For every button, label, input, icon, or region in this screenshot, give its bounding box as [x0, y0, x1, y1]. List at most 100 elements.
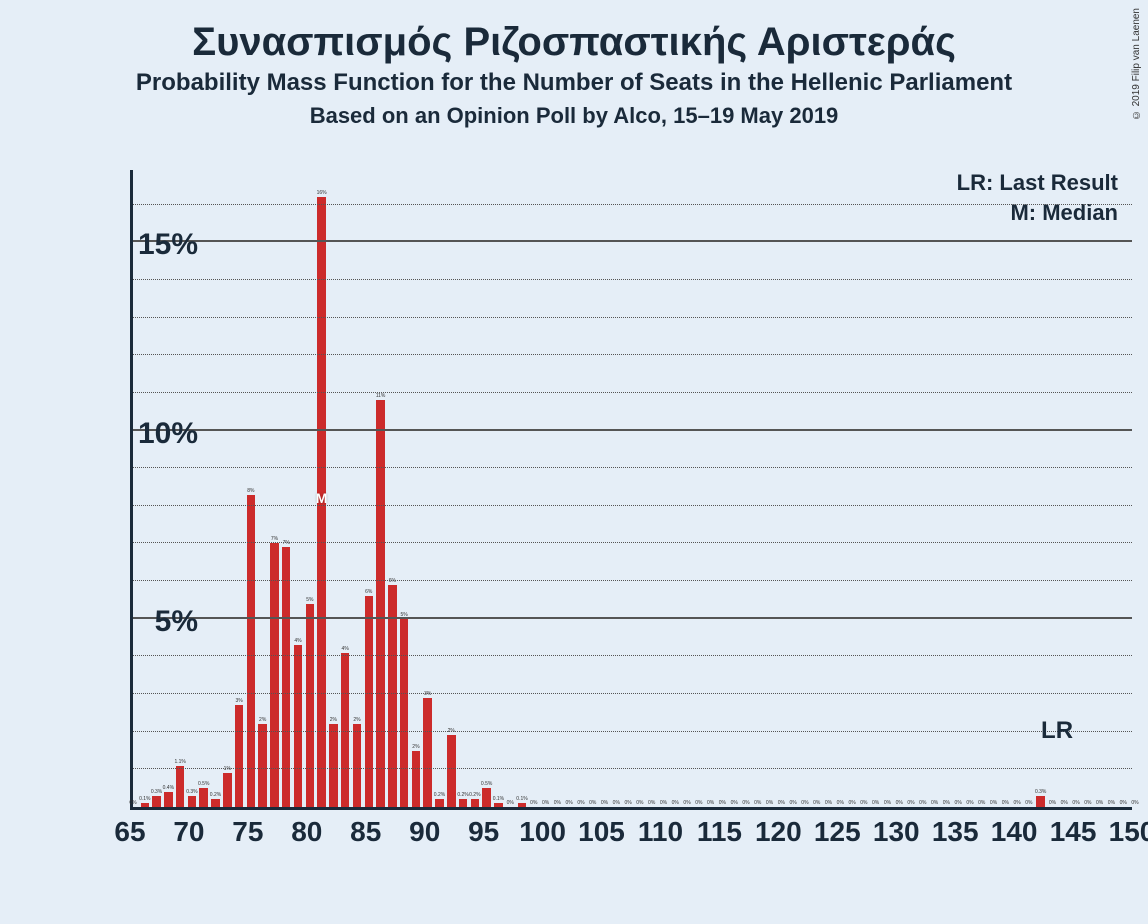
bar: 0.2%: [459, 799, 467, 807]
bar-value-label: 0%: [778, 800, 785, 806]
bar: 2%: [447, 735, 455, 807]
bar: 3%: [235, 705, 243, 807]
gridline-major: [133, 429, 1132, 431]
gridline-minor: [133, 317, 1132, 318]
bar-value-label: 0.1%: [139, 796, 150, 802]
bar-value-label: 0.5%: [481, 781, 492, 787]
bar: 8%: [247, 495, 255, 807]
bar-value-label: 0%: [636, 800, 643, 806]
bar-value-label: 16%: [317, 190, 327, 196]
bar-value-label: 0%: [1072, 800, 1079, 806]
bar-value-label: 0%: [613, 800, 620, 806]
bar-value-label: 0%: [919, 800, 926, 806]
bar-value-label: 0%: [731, 800, 738, 806]
bar-value-label: 2%: [330, 717, 337, 723]
bar: 2%: [353, 724, 361, 807]
bar-value-label: 0%: [566, 800, 573, 806]
bar: 1%: [223, 773, 231, 807]
bar: 0.1%: [141, 803, 149, 807]
x-tick-label: 110: [638, 816, 683, 848]
x-tick-label: 125: [814, 816, 861, 848]
copyright-text: © 2019 Filip van Laenen: [1131, 8, 1142, 120]
gridline-minor: [133, 542, 1132, 543]
bar: 1.1%: [176, 766, 184, 807]
chart: 0%0.1%0.3%0.4%1.1%0.3%0.5%0.2%1%3%8%2%7%…: [60, 170, 1140, 850]
bar: 0.2%: [471, 799, 479, 807]
bar-value-label: 0%: [1002, 800, 1009, 806]
x-tick-label: 115: [697, 816, 742, 848]
bar-value-label: 1.1%: [174, 759, 185, 765]
chart-title: Συνασπισμός Ριζοσπαστικής Αριστεράς: [0, 20, 1148, 65]
bar-value-label: 0%: [1120, 800, 1127, 806]
bar-value-label: 8%: [247, 488, 254, 494]
bar-value-label: 0%: [790, 800, 797, 806]
x-tick-label: 135: [932, 816, 979, 848]
bar-value-label: 0%: [530, 800, 537, 806]
bar-value-label: 3%: [235, 698, 242, 704]
bar-value-label: 0%: [742, 800, 749, 806]
bar-value-label: 0.5%: [198, 781, 209, 787]
bar-value-label: 0.3%: [186, 789, 197, 795]
bar-value-label: 0%: [542, 800, 549, 806]
bar: 6%: [365, 596, 373, 807]
bar: 5%: [400, 619, 408, 807]
bar-value-label: 0%: [1131, 800, 1138, 806]
bar: 2%: [258, 724, 266, 807]
bar-value-label: 0.1%: [516, 796, 527, 802]
gridline-minor: [133, 693, 1132, 694]
gridline-minor: [133, 768, 1132, 769]
bar: 0.5%: [482, 788, 490, 807]
bar-value-label: 0%: [1049, 800, 1056, 806]
gridline-minor: [133, 354, 1132, 355]
bar: 11%: [376, 400, 384, 807]
bar-value-label: 0%: [896, 800, 903, 806]
bar-value-label: 5%: [306, 597, 313, 603]
bar-value-label: 6%: [365, 589, 372, 595]
bar-value-label: 0%: [660, 800, 667, 806]
bar-value-label: 0%: [683, 800, 690, 806]
gridline-minor: [133, 392, 1132, 393]
x-tick-label: 80: [291, 816, 322, 848]
bar: 0.5%: [199, 788, 207, 807]
bar-value-label: 0%: [943, 800, 950, 806]
bars-container: 0%0.1%0.3%0.4%1.1%0.3%0.5%0.2%1%3%8%2%7%…: [133, 170, 1132, 807]
x-tick-label: 105: [578, 816, 625, 848]
x-tick-label: 85: [350, 816, 381, 848]
bar-value-label: 0.1%: [493, 796, 504, 802]
bar-value-label: 4%: [294, 638, 301, 644]
gridline-major: [133, 240, 1132, 242]
bar: 0.3%: [1036, 796, 1044, 807]
gridline-minor: [133, 655, 1132, 656]
bar-value-label: 0.2%: [469, 792, 480, 798]
bar-value-label: 0%: [672, 800, 679, 806]
bar-value-label: 0%: [589, 800, 596, 806]
x-tick-label: 90: [409, 816, 440, 848]
bar-value-label: 0%: [1096, 800, 1103, 806]
gridline-major: [133, 617, 1132, 619]
y-tick-label: 15%: [138, 228, 198, 262]
bar: 0.4%: [164, 792, 172, 807]
bar-value-label: 0%: [719, 800, 726, 806]
bar-value-label: 0.3%: [151, 789, 162, 795]
chart-subtitle-1: Probability Mass Function for the Number…: [0, 69, 1148, 97]
bar-value-label: 0%: [1013, 800, 1020, 806]
y-tick-label: 5%: [155, 605, 198, 639]
x-tick-label: 120: [755, 816, 802, 848]
bar: 0.2%: [435, 799, 443, 807]
title-block: Συνασπισμός Ριζοσπαστικής Αριστεράς Prob…: [0, 0, 1148, 129]
bar-value-label: 0%: [695, 800, 702, 806]
bar-value-label: 0%: [754, 800, 761, 806]
bar-value-label: 0%: [872, 800, 879, 806]
x-tick-label: 95: [468, 816, 499, 848]
bar-value-label: 2%: [353, 717, 360, 723]
x-tick-label: 65: [114, 816, 145, 848]
x-tick-label: 130: [873, 816, 920, 848]
bar: 0.2%: [211, 799, 219, 807]
bar-value-label: 0%: [848, 800, 855, 806]
bar: 5%: [306, 604, 314, 807]
bar: 0.3%: [188, 796, 196, 807]
bar-value-label: 0%: [648, 800, 655, 806]
bar-value-label: 0%: [990, 800, 997, 806]
bar-value-label: 0%: [825, 800, 832, 806]
bar-value-label: 0.3%: [1035, 789, 1046, 795]
